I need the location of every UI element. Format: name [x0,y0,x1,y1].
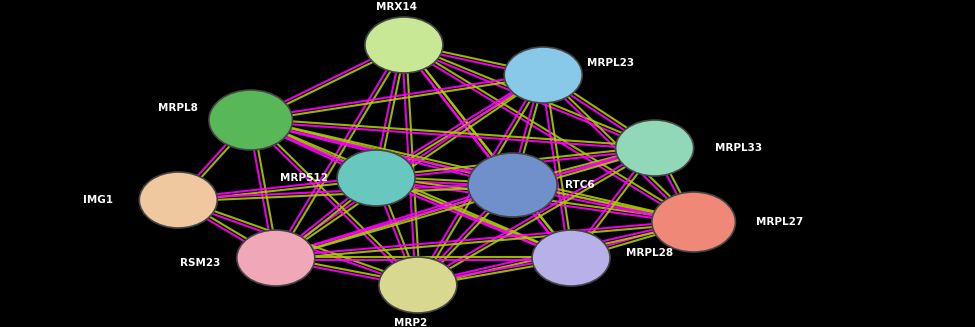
Text: MRX14: MRX14 [376,2,417,12]
Ellipse shape [365,17,443,73]
Text: MRPL8: MRPL8 [158,103,198,113]
Text: RTC6: RTC6 [565,180,594,190]
Ellipse shape [379,257,457,313]
Ellipse shape [615,120,693,176]
Text: MRPL27: MRPL27 [757,217,803,227]
Text: RSM23: RSM23 [180,258,220,268]
Ellipse shape [652,192,735,252]
Text: MRPS12: MRPS12 [280,173,328,183]
Ellipse shape [468,153,557,217]
Ellipse shape [532,230,610,286]
Ellipse shape [337,150,415,206]
Ellipse shape [209,90,292,150]
Text: IMG1: IMG1 [83,195,112,205]
Ellipse shape [237,230,315,286]
Text: MRPL33: MRPL33 [715,143,761,153]
Text: MRP2: MRP2 [394,318,427,327]
Ellipse shape [139,172,217,228]
Text: MRPL23: MRPL23 [587,58,634,68]
Text: MRPL28: MRPL28 [626,248,673,258]
Ellipse shape [504,47,582,103]
